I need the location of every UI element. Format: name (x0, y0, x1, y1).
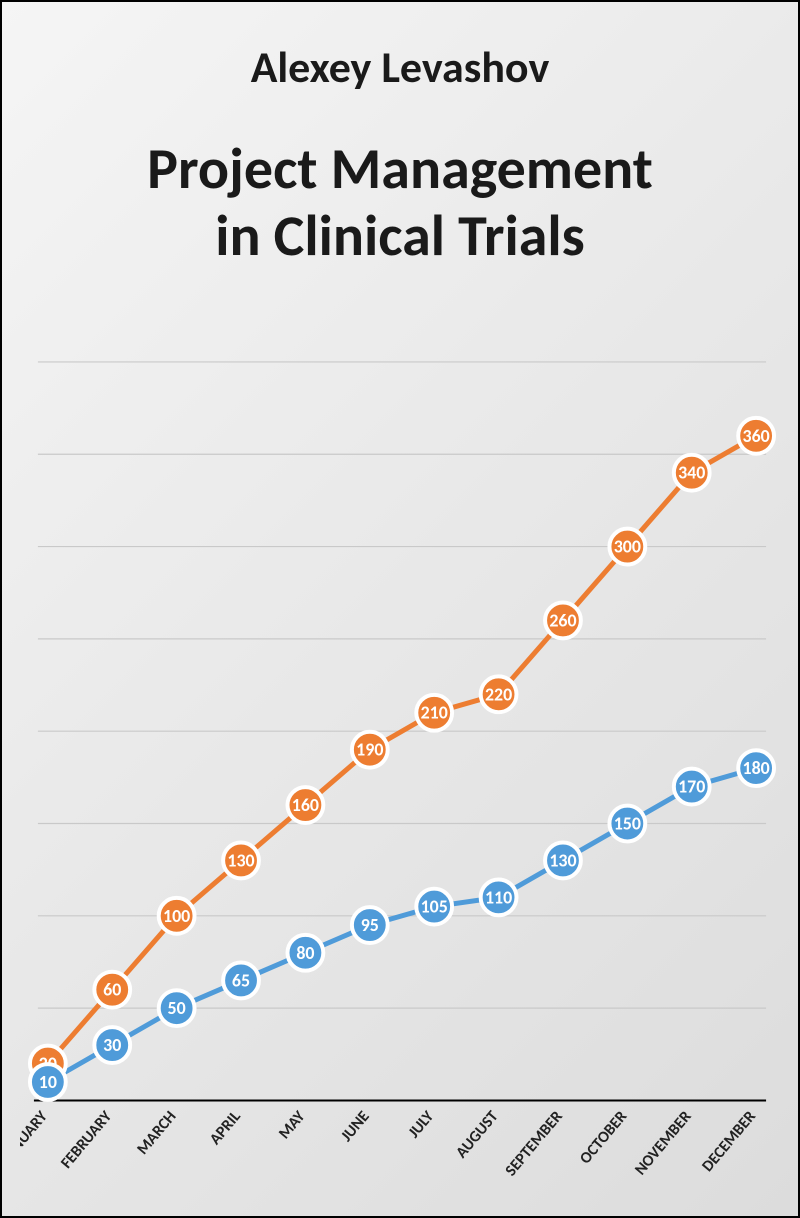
xaxis-label: APRIL (206, 1107, 245, 1149)
marker-label-orange: 300 (614, 536, 641, 558)
xaxis-label: AUGUST (452, 1107, 502, 1162)
xaxis-label: JULY (405, 1107, 439, 1142)
marker-label-orange: 340 (678, 462, 705, 484)
marker-label-blue: 110 (485, 886, 512, 908)
xaxis-label: DECEMBER (698, 1107, 760, 1175)
xaxis-label: MARCH (133, 1107, 180, 1158)
xaxis-label: OCTOBER (576, 1107, 631, 1168)
marker-label-blue: 150 (614, 813, 641, 835)
marker-label-blue: 65 (232, 969, 250, 991)
marker-label-orange: 130 (227, 849, 254, 871)
marker-label-blue: 30 (103, 1034, 121, 1056)
marker-label-orange: 260 (549, 609, 576, 631)
line-chart: 2060100130160190210220260300340360103050… (20, 352, 780, 1196)
marker-label-blue: 170 (678, 776, 705, 798)
title-line-1: Project Management (2, 136, 798, 203)
marker-label-orange: 220 (485, 683, 512, 705)
author-name: Alexey Levashov (2, 2, 798, 94)
marker-label-blue: 95 (361, 914, 379, 936)
marker-label-orange: 100 (163, 905, 190, 927)
xaxis-label: SEPTEMBER (502, 1107, 567, 1180)
series-line-blue (48, 768, 756, 1082)
series-line-orange (48, 436, 756, 1064)
title-line-2: in Clinical Trials (2, 203, 798, 270)
marker-label-blue: 50 (168, 997, 186, 1019)
xaxis-label: NOVEMBER (631, 1107, 695, 1179)
marker-label-orange: 210 (421, 702, 448, 724)
marker-label-blue: 80 (296, 942, 314, 964)
xaxis-label: JUNE (337, 1107, 373, 1145)
marker-label-orange: 190 (356, 739, 383, 761)
xaxis-label: JANUARY (20, 1107, 52, 1167)
marker-label-orange: 60 (103, 979, 121, 1001)
marker-label-blue: 105 (421, 896, 448, 918)
marker-label-orange: 160 (292, 794, 319, 816)
marker-label-orange: 360 (743, 425, 770, 447)
xaxis-label: FEBRUARY (57, 1107, 116, 1173)
marker-label-blue: 180 (743, 757, 770, 779)
xaxis-label: MAY (275, 1107, 310, 1143)
marker-label-blue: 10 (39, 1071, 57, 1093)
page-title: Project Management in Clinical Trials (2, 94, 798, 269)
chart-svg: 2060100130160190210220260300340360103050… (20, 352, 780, 1196)
marker-label-blue: 130 (549, 849, 576, 871)
